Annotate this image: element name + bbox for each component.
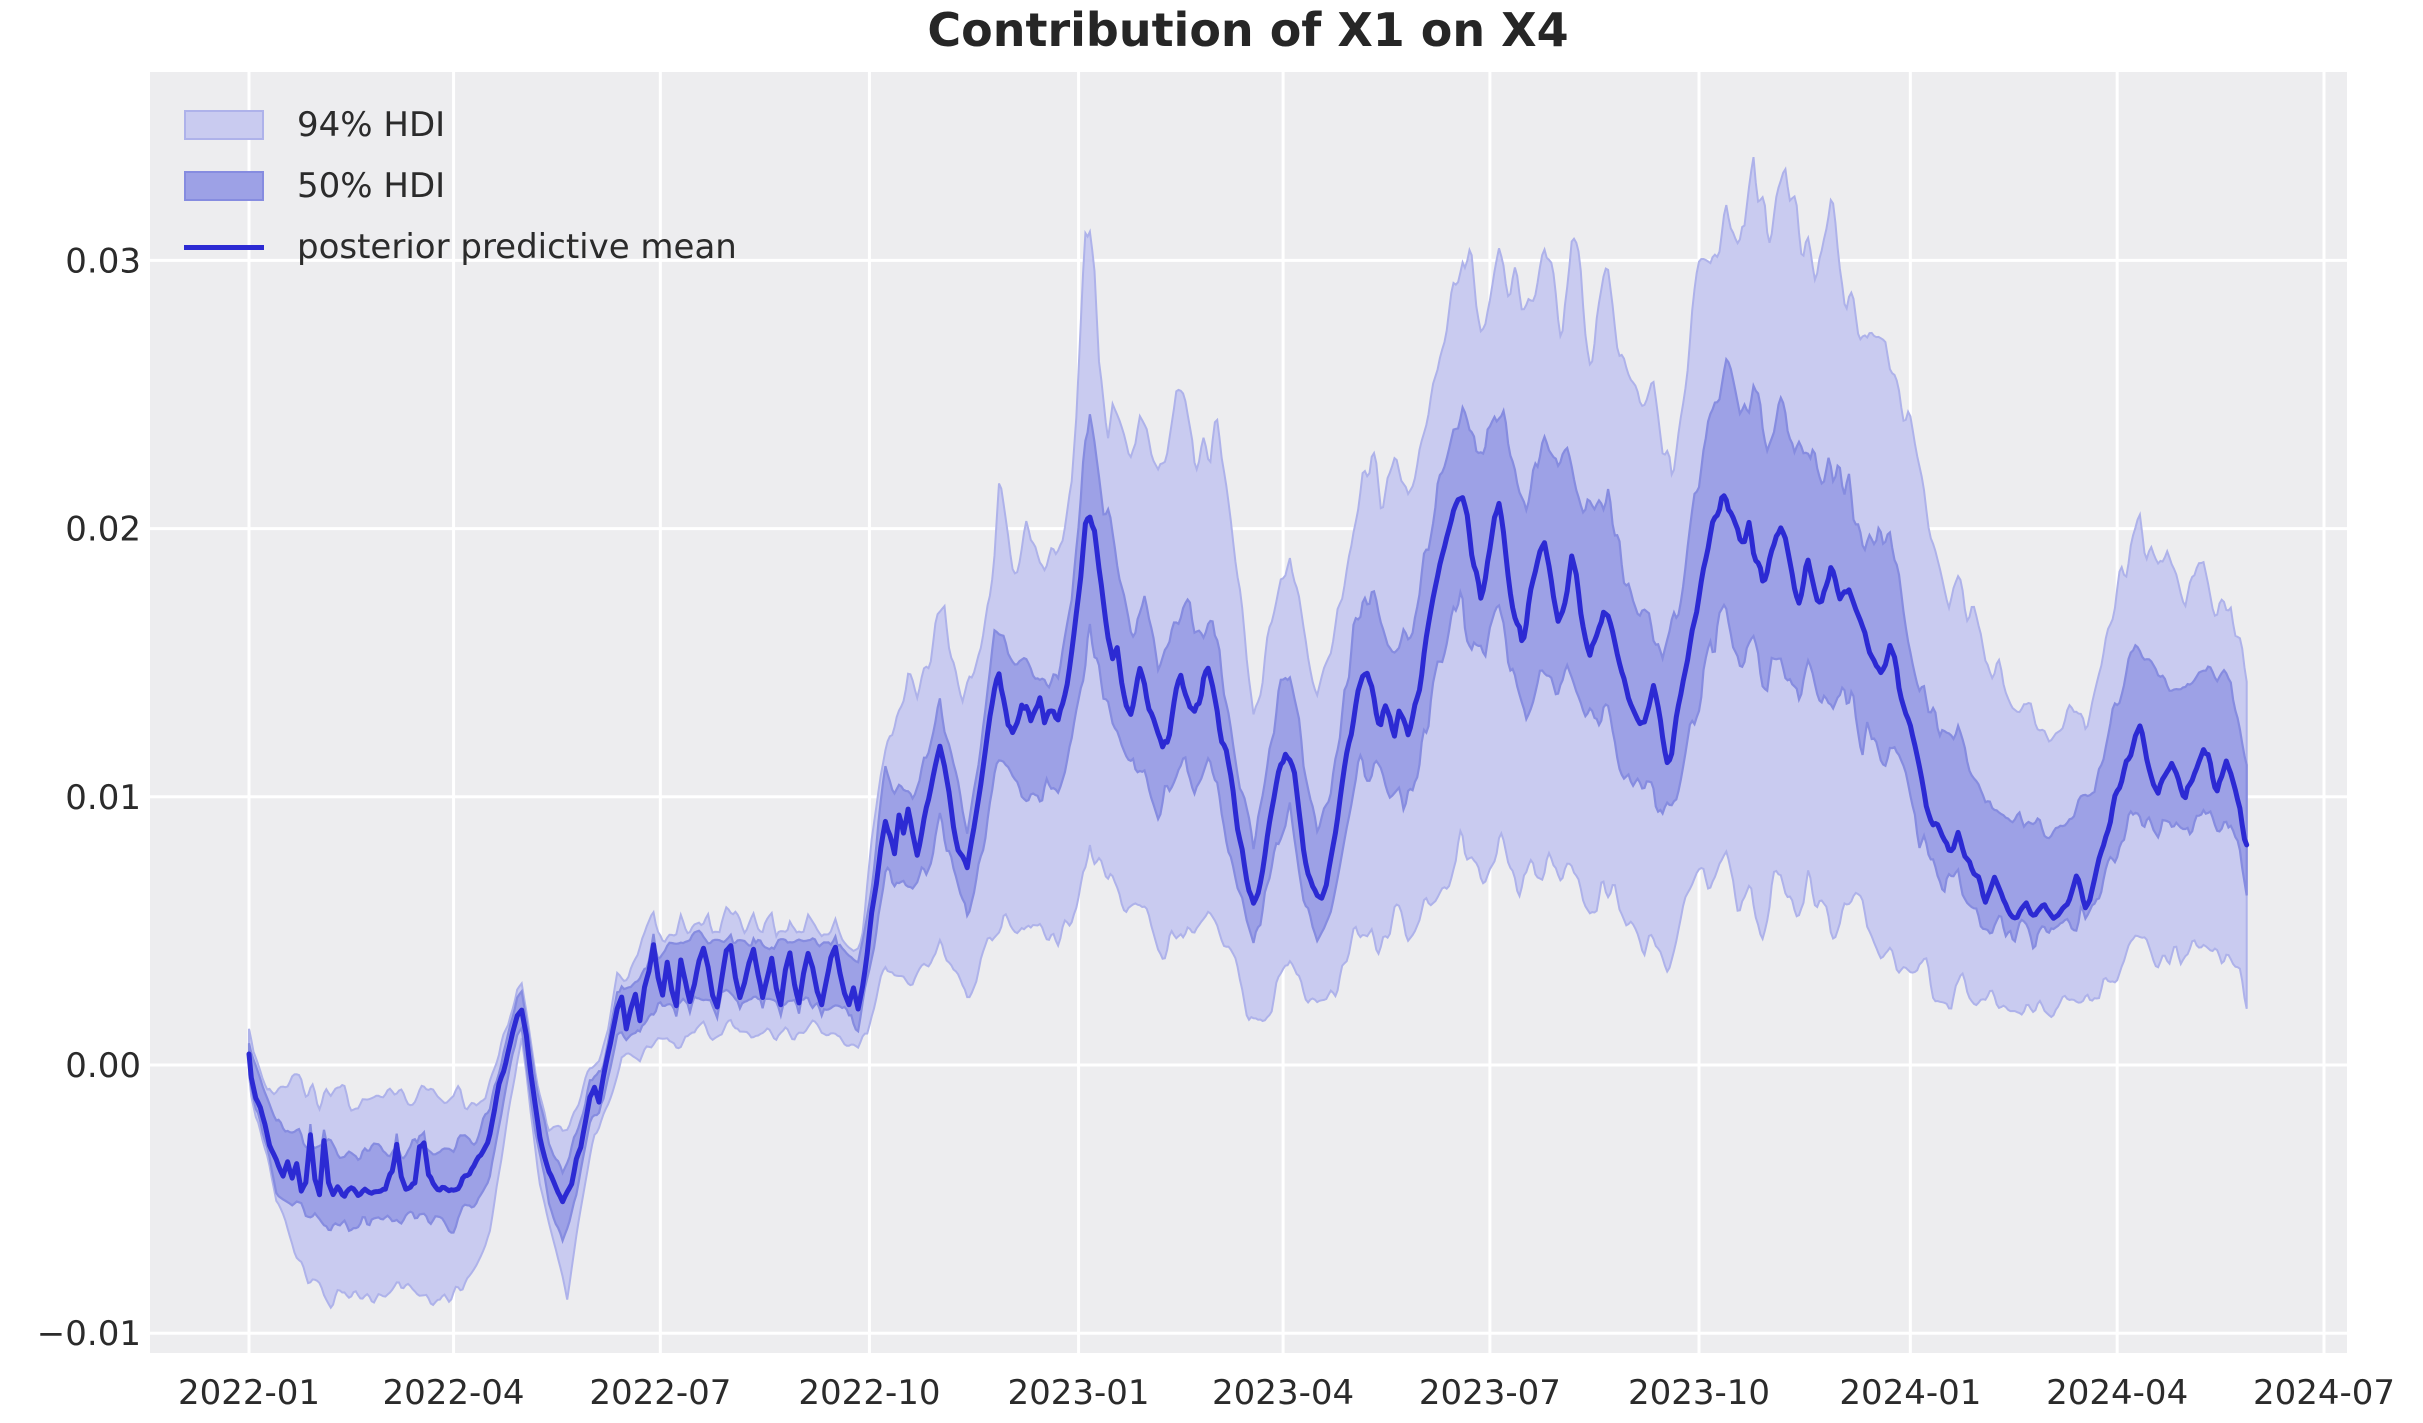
y-tick-label: 0.03 — [65, 241, 141, 281]
x-tick-label: 2023-01 — [1008, 1373, 1150, 1413]
legend-item-posterior-mean: posterior predictive mean — [184, 227, 737, 267]
mean-line-swatch-icon — [184, 244, 264, 250]
x-tick-label: 2022-01 — [178, 1373, 320, 1413]
legend-item-50-hdi: 50% HDI — [184, 166, 737, 206]
x-tick-label: 2024-07 — [2253, 1373, 2395, 1413]
y-tick-label: 0.01 — [65, 778, 141, 818]
y-tick-label: 0.00 — [65, 1046, 141, 1086]
hdi50-band — [247, 356, 2248, 1245]
hdi94-swatch-icon — [184, 110, 264, 140]
legend-label-50-hdi: 50% HDI — [297, 166, 446, 206]
legend-item-94-hdi: 94% HDI — [184, 105, 737, 145]
x-tick-label: 2022-10 — [798, 1373, 940, 1413]
x-tick-label: 2024-04 — [2046, 1373, 2188, 1413]
y-tick-label: −0.01 — [37, 1314, 141, 1354]
legend-label-posterior-mean: posterior predictive mean — [297, 227, 737, 267]
x-tick-label: 2022-07 — [589, 1373, 731, 1413]
legend: 94% HDI 50% HDI posterior predictive mea… — [184, 105, 737, 289]
y-tick-label: 0.02 — [65, 510, 141, 550]
x-tick-label: 2024-01 — [1839, 1373, 1981, 1413]
legend-label-94-hdi: 94% HDI — [297, 105, 446, 145]
x-tick-label: 2023-04 — [1212, 1373, 1354, 1413]
posterior-mean-line — [246, 493, 2250, 1205]
hdi50-swatch-icon — [184, 171, 264, 201]
chart-title: Contribution of X1 on X4 — [927, 3, 1568, 57]
x-tick-label: 2023-10 — [1628, 1373, 1770, 1413]
x-tick-label: 2022-04 — [383, 1373, 525, 1413]
x-tick-label: 2023-07 — [1419, 1373, 1561, 1413]
